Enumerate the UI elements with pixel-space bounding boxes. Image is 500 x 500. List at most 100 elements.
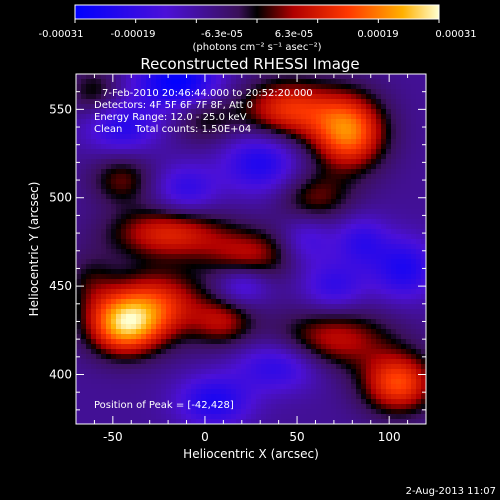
heatmap-cell bbox=[276, 159, 282, 165]
heatmap-cell bbox=[191, 419, 197, 425]
heatmap-cell bbox=[146, 254, 152, 260]
heatmap-cell bbox=[106, 274, 112, 280]
heatmap-cell bbox=[211, 309, 217, 315]
heatmap-cell bbox=[231, 249, 237, 255]
heatmap-cell bbox=[281, 229, 287, 235]
heatmap-cell bbox=[111, 204, 117, 210]
heatmap-cell bbox=[396, 404, 402, 410]
heatmap-cell bbox=[306, 264, 312, 270]
heatmap-cell bbox=[301, 289, 307, 295]
heatmap-cell bbox=[336, 214, 342, 220]
heatmap-cell bbox=[116, 419, 122, 425]
heatmap-cell bbox=[191, 154, 197, 160]
heatmap-cell bbox=[206, 219, 212, 225]
heatmap-cell bbox=[416, 134, 422, 140]
heatmap-cell bbox=[226, 414, 232, 420]
heatmap-cell bbox=[356, 144, 362, 150]
heatmap-cell bbox=[76, 304, 82, 310]
heatmap-cell bbox=[361, 194, 367, 200]
heatmap-cell bbox=[221, 314, 227, 320]
heatmap-cell bbox=[76, 344, 82, 350]
heatmap-cell bbox=[396, 364, 402, 370]
heatmap-cell bbox=[301, 414, 307, 420]
heatmap-cell bbox=[121, 259, 127, 265]
heatmap-cell bbox=[241, 339, 247, 345]
heatmap-cell bbox=[321, 119, 327, 125]
heatmap-cell bbox=[246, 394, 252, 400]
heatmap-cell bbox=[291, 334, 297, 340]
heatmap-cell bbox=[396, 109, 402, 115]
heatmap-cell bbox=[156, 94, 162, 100]
heatmap-cell bbox=[351, 269, 357, 275]
heatmap-cell bbox=[131, 319, 137, 325]
heatmap-cell bbox=[421, 234, 427, 240]
heatmap-cell bbox=[256, 264, 262, 270]
heatmap-cell bbox=[176, 339, 182, 345]
heatmap-cell bbox=[131, 89, 137, 95]
heatmap-cell bbox=[116, 174, 122, 180]
heatmap-cell bbox=[116, 179, 122, 185]
heatmap-cell bbox=[186, 89, 192, 95]
heatmap-cell bbox=[336, 164, 342, 170]
heatmap-cell bbox=[341, 214, 347, 220]
heatmap-cell bbox=[371, 394, 377, 400]
heatmap-cell bbox=[181, 409, 187, 415]
heatmap-cell bbox=[101, 169, 107, 175]
heatmap-cell bbox=[246, 89, 252, 95]
heatmap-cell bbox=[246, 214, 252, 220]
heatmap-cell bbox=[91, 349, 97, 355]
heatmap-cell bbox=[301, 134, 307, 140]
heatmap-cell bbox=[321, 164, 327, 170]
heatmap-cell bbox=[201, 109, 207, 115]
heatmap-cell bbox=[176, 89, 182, 95]
heatmap-cell bbox=[226, 89, 232, 95]
heatmap-cell bbox=[171, 119, 177, 125]
heatmap-cell bbox=[386, 374, 392, 380]
heatmap-cell bbox=[126, 144, 132, 150]
heatmap-cell bbox=[196, 244, 202, 250]
heatmap-cell bbox=[276, 389, 282, 395]
heatmap-cell bbox=[316, 234, 322, 240]
heatmap-cell bbox=[301, 239, 307, 245]
heatmap-cell bbox=[406, 324, 412, 330]
heatmap-cell bbox=[321, 339, 327, 345]
heatmap-cell bbox=[141, 154, 147, 160]
heatmap-cell bbox=[411, 284, 417, 290]
heatmap-cell bbox=[421, 184, 427, 190]
heatmap-cell bbox=[101, 319, 107, 325]
heatmap-cell bbox=[421, 169, 427, 175]
heatmap-cell bbox=[181, 359, 187, 365]
heatmap-cell bbox=[266, 314, 272, 320]
heatmap-cell bbox=[116, 229, 122, 235]
heatmap-cell bbox=[296, 269, 302, 275]
heatmap-cell bbox=[256, 189, 262, 195]
heatmap-cell bbox=[351, 304, 357, 310]
heatmap-cell bbox=[261, 269, 267, 275]
heatmap-cell bbox=[136, 289, 142, 295]
heatmap-cell bbox=[221, 354, 227, 360]
heatmap-cell bbox=[86, 79, 92, 85]
heatmap-cell bbox=[376, 244, 382, 250]
heatmap-cell bbox=[281, 204, 287, 210]
heatmap-cell bbox=[406, 404, 412, 410]
heatmap-cell bbox=[86, 84, 92, 90]
heatmap-cell bbox=[341, 154, 347, 160]
heatmap-cell bbox=[76, 189, 82, 195]
heatmap-cell bbox=[231, 324, 237, 330]
heatmap-cell bbox=[326, 289, 332, 295]
heatmap-cell bbox=[276, 119, 282, 125]
heatmap-cell bbox=[256, 129, 262, 135]
heatmap-cell bbox=[366, 364, 372, 370]
heatmap-cell bbox=[321, 249, 327, 255]
heatmap-cell bbox=[86, 269, 92, 275]
heatmap-cell bbox=[126, 279, 132, 285]
heatmap-cell bbox=[166, 189, 172, 195]
heatmap-cell bbox=[126, 229, 132, 235]
heatmap-cell bbox=[421, 164, 427, 170]
heatmap-cell bbox=[236, 89, 242, 95]
heatmap-cell bbox=[311, 349, 317, 355]
heatmap-cell bbox=[101, 364, 107, 370]
heatmap-cell bbox=[216, 289, 222, 295]
heatmap-cell bbox=[351, 384, 357, 390]
heatmap-cell bbox=[131, 139, 137, 145]
